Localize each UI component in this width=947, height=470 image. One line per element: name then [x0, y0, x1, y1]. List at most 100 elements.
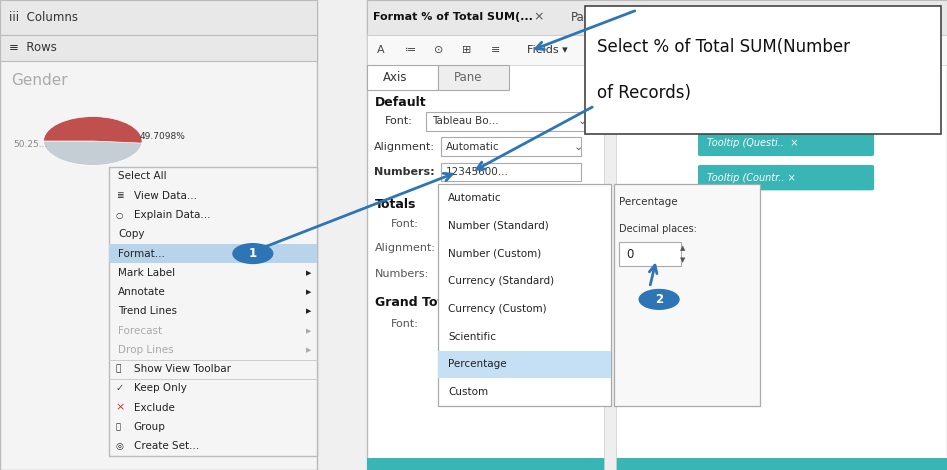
- Text: Keep Only: Keep Only: [134, 384, 187, 393]
- Text: 12345600...: 12345600...: [446, 167, 509, 177]
- Text: Pane: Pane: [454, 71, 482, 84]
- Text: Copy: Copy: [118, 229, 145, 239]
- Text: Country: singapo..: Country: singapo..: [707, 104, 796, 114]
- FancyBboxPatch shape: [438, 65, 509, 90]
- FancyBboxPatch shape: [614, 184, 760, 406]
- Text: ×: ×: [116, 403, 125, 413]
- Text: Percentage: Percentage: [619, 197, 678, 207]
- Text: Gender: Gender: [11, 73, 68, 88]
- Text: Forecast: Forecast: [118, 326, 163, 336]
- Text: Fields ▾: Fields ▾: [527, 45, 567, 55]
- Text: Number (Standard): Number (Standard): [448, 221, 548, 231]
- Text: Percentage: Percentage: [448, 360, 507, 369]
- Text: Mark Label: Mark Label: [118, 268, 175, 278]
- Text: Tableau Bo...: Tableau Bo...: [432, 116, 498, 126]
- Text: ◎: ◎: [116, 442, 123, 451]
- Text: Default: Default: [375, 96, 427, 109]
- Text: Font:: Font:: [391, 319, 419, 329]
- Text: Tooltip (Countr.. ×: Tooltip (Countr.. ×: [707, 172, 796, 183]
- Text: Alignment:: Alignment:: [375, 243, 436, 253]
- Text: Currency (Standard): Currency (Standard): [448, 276, 554, 286]
- Text: ✓: ✓: [116, 384, 124, 393]
- FancyBboxPatch shape: [109, 167, 317, 456]
- Text: Create Set...: Create Set...: [134, 441, 199, 451]
- FancyBboxPatch shape: [367, 0, 947, 470]
- Wedge shape: [44, 141, 142, 165]
- FancyBboxPatch shape: [438, 351, 611, 378]
- FancyBboxPatch shape: [619, 242, 681, 266]
- Text: Pages: Pages: [571, 11, 606, 24]
- Text: Explain Data...: Explain Data...: [134, 210, 210, 220]
- Text: iii  Columns: iii Columns: [9, 11, 79, 24]
- FancyBboxPatch shape: [0, 0, 317, 470]
- FancyBboxPatch shape: [698, 96, 874, 122]
- Text: 50.25...: 50.25...: [13, 140, 47, 149]
- FancyBboxPatch shape: [585, 6, 941, 134]
- Text: ▶: ▶: [306, 289, 312, 295]
- Text: Decimal places:: Decimal places:: [619, 224, 697, 234]
- Text: Axis: Axis: [383, 71, 407, 84]
- Text: ≣: ≣: [116, 191, 123, 200]
- Text: ⌄: ⌄: [578, 116, 587, 126]
- FancyBboxPatch shape: [441, 163, 581, 181]
- Text: Alignment:: Alignment:: [374, 141, 435, 152]
- Text: Trend Lines: Trend Lines: [118, 306, 177, 316]
- Text: ≡  Rows: ≡ Rows: [9, 41, 58, 55]
- Text: ▼: ▼: [680, 258, 686, 263]
- Text: □: □: [687, 104, 694, 114]
- Text: Annotate: Annotate: [118, 287, 166, 297]
- Text: Select All: Select All: [118, 172, 167, 181]
- Text: 1: 1: [249, 247, 257, 260]
- Text: ○: ○: [116, 211, 123, 219]
- Text: Format % of Total SUM(...: Format % of Total SUM(...: [373, 12, 533, 23]
- Text: 0: 0: [626, 248, 634, 261]
- Text: Exclude: Exclude: [134, 403, 174, 413]
- Text: ▶: ▶: [306, 347, 312, 353]
- Text: Select % of Total SUM(Number: Select % of Total SUM(Number: [597, 38, 849, 56]
- Text: Currency (Custom): Currency (Custom): [448, 304, 546, 314]
- Text: Numbers:: Numbers:: [375, 268, 429, 279]
- Text: Totals: Totals: [375, 198, 417, 211]
- Circle shape: [233, 243, 273, 263]
- FancyBboxPatch shape: [367, 458, 947, 470]
- Text: Group: Group: [134, 422, 166, 432]
- Text: Show View Toolbar: Show View Toolbar: [134, 364, 230, 374]
- FancyBboxPatch shape: [698, 165, 874, 190]
- FancyBboxPatch shape: [109, 244, 317, 263]
- FancyBboxPatch shape: [438, 184, 611, 406]
- FancyBboxPatch shape: [0, 35, 317, 61]
- Text: ▶: ▶: [306, 328, 312, 334]
- Text: 49.7098%: 49.7098%: [139, 132, 185, 141]
- Text: Drop Lines: Drop Lines: [118, 345, 174, 355]
- Text: ≔: ≔: [405, 45, 417, 55]
- Text: ▶: ▶: [306, 308, 312, 314]
- Text: A: A: [377, 45, 384, 55]
- Text: Automatic: Automatic: [448, 193, 502, 203]
- Circle shape: [639, 290, 679, 309]
- FancyBboxPatch shape: [367, 35, 947, 65]
- Text: ⊞: ⊞: [462, 45, 472, 55]
- Text: 2: 2: [655, 293, 663, 306]
- Text: Font:: Font:: [391, 219, 419, 229]
- FancyBboxPatch shape: [367, 65, 438, 90]
- FancyBboxPatch shape: [0, 0, 317, 35]
- Text: ⛓: ⛓: [116, 423, 120, 431]
- Text: Custom: Custom: [448, 387, 488, 397]
- Text: ⌕: ⌕: [116, 365, 121, 374]
- Text: Number (Custom): Number (Custom): [448, 249, 541, 259]
- Text: ▲: ▲: [680, 246, 686, 251]
- FancyBboxPatch shape: [367, 0, 947, 35]
- Text: Format...: Format...: [118, 249, 165, 259]
- Text: of Records): of Records): [597, 84, 690, 102]
- Text: Scientific: Scientific: [448, 332, 496, 342]
- Text: ⌄: ⌄: [574, 141, 583, 152]
- Text: Tooltip (Questi..  ×: Tooltip (Questi.. ×: [707, 138, 798, 149]
- FancyBboxPatch shape: [604, 90, 616, 470]
- FancyBboxPatch shape: [698, 131, 874, 156]
- Text: Automatic: Automatic: [446, 141, 500, 152]
- Text: ˄: ˄: [606, 87, 610, 96]
- Text: ⊙: ⊙: [434, 45, 443, 55]
- Text: Grand Totals: Grand Totals: [375, 296, 463, 309]
- Text: View Data...: View Data...: [134, 191, 197, 201]
- Text: Font:: Font:: [384, 116, 412, 126]
